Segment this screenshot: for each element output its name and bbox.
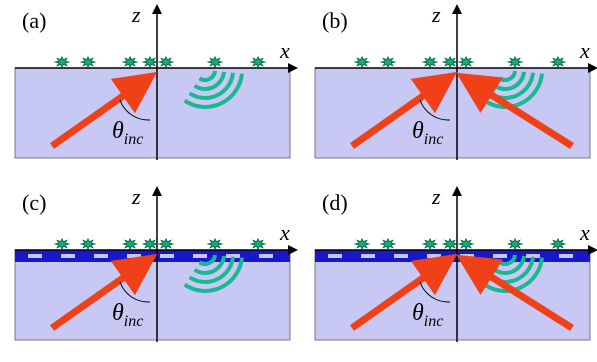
particle xyxy=(208,239,222,250)
panel-label: (d) xyxy=(322,190,348,215)
particle xyxy=(459,57,473,68)
diagram: (a)zxθinc(b)zxθinc(c)zxθinc(d)zxθinc xyxy=(0,0,597,362)
particle xyxy=(123,239,137,250)
particle xyxy=(55,57,69,68)
particle xyxy=(159,57,173,68)
grating-gap xyxy=(460,254,474,258)
particle xyxy=(508,239,522,250)
theta: θ xyxy=(112,300,124,326)
x-label: x xyxy=(279,220,290,245)
particle xyxy=(123,57,137,68)
grating-layer xyxy=(315,250,590,262)
grating-gap xyxy=(493,254,507,258)
panel-label: (a) xyxy=(22,8,46,33)
grating-gap xyxy=(328,254,342,258)
particle xyxy=(423,239,437,250)
particle xyxy=(551,57,565,68)
particle xyxy=(251,239,265,250)
z-label: z xyxy=(131,2,141,27)
z-label: z xyxy=(431,184,441,209)
particle xyxy=(81,57,95,68)
grating-gap xyxy=(127,254,141,258)
grating-gap xyxy=(160,254,174,258)
panel-label: (b) xyxy=(322,8,348,33)
theta-subscript: inc xyxy=(124,131,144,148)
grating-gap xyxy=(193,254,207,258)
particle xyxy=(551,239,565,250)
grating-gap xyxy=(28,254,42,258)
particle xyxy=(355,239,369,250)
particle xyxy=(159,239,173,250)
theta-subscript: inc xyxy=(124,313,144,330)
theta: θ xyxy=(412,118,424,144)
grating-gap xyxy=(559,254,573,258)
particle xyxy=(81,239,95,250)
grating-layer xyxy=(15,250,290,262)
theta-subscript: inc xyxy=(424,131,444,148)
particle xyxy=(143,239,157,250)
particle xyxy=(423,57,437,68)
grating-gap xyxy=(361,254,375,258)
particle xyxy=(381,239,395,250)
particle xyxy=(443,57,457,68)
grating-gap xyxy=(394,254,408,258)
particle xyxy=(443,239,457,250)
particle xyxy=(143,57,157,68)
x-label: x xyxy=(579,220,590,245)
x-label: x xyxy=(579,38,590,63)
particle xyxy=(55,239,69,250)
z-label: z xyxy=(131,184,141,209)
particle xyxy=(459,239,473,250)
particle xyxy=(508,57,522,68)
panel: (d) z x θinc xyxy=(315,184,596,342)
x-label: x xyxy=(279,38,290,63)
grating-gap xyxy=(259,254,273,258)
theta: θ xyxy=(412,300,424,326)
particle xyxy=(208,57,222,68)
particle xyxy=(381,57,395,68)
panel: (c) z x θinc xyxy=(15,184,296,342)
theta-subscript: inc xyxy=(424,313,444,330)
z-label: z xyxy=(431,2,441,27)
particle xyxy=(251,57,265,68)
grating-gap xyxy=(94,254,108,258)
panel: (b) z x θinc xyxy=(315,2,596,160)
grating-gap xyxy=(427,254,441,258)
grating-gap xyxy=(61,254,75,258)
theta: θ xyxy=(112,118,124,144)
panel: (a) z x θinc xyxy=(15,2,296,160)
particle xyxy=(355,57,369,68)
panel-label: (c) xyxy=(22,190,46,215)
